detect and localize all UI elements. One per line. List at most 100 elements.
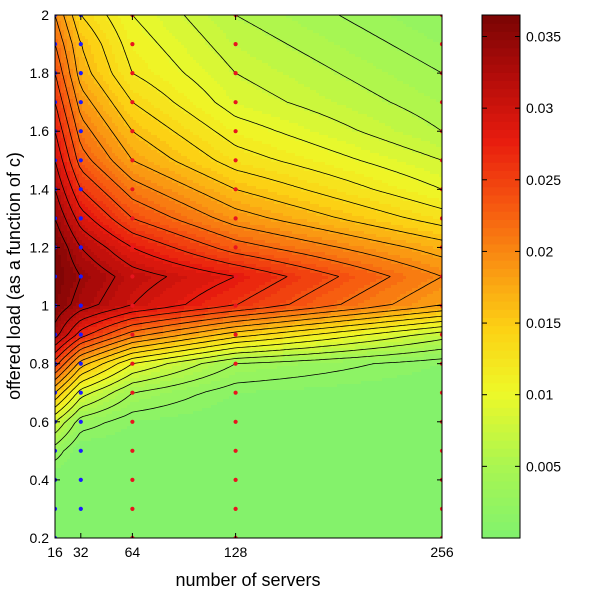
contour-cell: [340, 57, 343, 60]
contour-cell: [133, 27, 136, 30]
contour-cell: [433, 111, 436, 114]
contour-cell: [322, 36, 325, 39]
contour-cell: [283, 54, 286, 57]
contour-cell: [304, 93, 307, 96]
contour-cell: [328, 36, 331, 39]
contour-cell: [301, 114, 304, 117]
contour-cell: [127, 15, 130, 18]
contour-cell: [337, 48, 340, 51]
contour-cell: [310, 15, 313, 18]
contour-cell: [346, 117, 349, 120]
contour-cell: [340, 45, 343, 48]
contour-cell: [415, 84, 418, 87]
contour-cell: [346, 99, 349, 102]
contour-cell: [151, 45, 154, 48]
contour-cell: [274, 51, 277, 54]
contour-cell: [211, 36, 214, 39]
contour-cell: [232, 60, 235, 63]
contour-cell: [199, 78, 202, 81]
contour-cell: [262, 105, 265, 108]
contour-cell: [253, 72, 256, 75]
contour-cell: [370, 81, 373, 84]
contour-cell: [256, 48, 259, 51]
contour-cell: [373, 45, 376, 48]
contour-cell: [301, 75, 304, 78]
contour-cell: [322, 48, 325, 51]
contour-cell: [211, 33, 214, 36]
contour-cell: [295, 33, 298, 36]
contour-cell: [241, 69, 244, 72]
contour-cell: [343, 81, 346, 84]
contour-cell: [313, 42, 316, 45]
contour-cell: [106, 30, 109, 33]
contour-cell: [394, 78, 397, 81]
contour-cell: [229, 51, 232, 54]
contour-cell: [313, 105, 316, 108]
contour-cell: [154, 54, 157, 57]
contour-cell: [241, 111, 244, 114]
contour-cell: [280, 45, 283, 48]
contour-cell: [388, 111, 391, 114]
contour-cell: [373, 120, 376, 123]
contour-cell: [391, 66, 394, 69]
contour-cell: [430, 111, 433, 114]
contour-cell: [286, 57, 289, 60]
contour-cell: [190, 72, 193, 75]
contour-cell: [199, 54, 202, 57]
contour-cell: [121, 78, 124, 81]
contour-cell: [334, 87, 337, 90]
contour-fill-layer: [55, 15, 442, 540]
contour-cell: [85, 51, 88, 54]
contour-cell: [250, 93, 253, 96]
contour-cell: [61, 84, 64, 87]
contour-cell: [178, 114, 181, 117]
contour-cell: [103, 72, 106, 75]
contour-cell: [430, 69, 433, 72]
contour-cell: [379, 69, 382, 72]
contour-cell: [271, 99, 274, 102]
contour-cell: [106, 54, 109, 57]
contour-cell: [190, 60, 193, 63]
contour-cell: [316, 90, 319, 93]
contour-cell: [169, 18, 172, 21]
contour-cell: [382, 42, 385, 45]
contour-cell: [256, 99, 259, 102]
contour-cell: [139, 69, 142, 72]
contour-cell: [70, 54, 73, 57]
contour-cell: [172, 66, 175, 69]
contour-cell: [301, 54, 304, 57]
contour-cell: [376, 111, 379, 114]
contour-cell: [226, 30, 229, 33]
contour-cell: [400, 39, 403, 42]
contour-cell: [142, 123, 145, 126]
contour-cell: [301, 117, 304, 120]
contour-cell: [421, 81, 424, 84]
contour-cell: [217, 42, 220, 45]
contour-cell: [337, 117, 340, 120]
contour-cell: [376, 66, 379, 69]
contour-cell: [304, 78, 307, 81]
contour-cell: [280, 81, 283, 84]
contour-cell: [319, 51, 322, 54]
contour-cell: [232, 126, 235, 129]
contour-cell: [184, 33, 187, 36]
contour-cell: [163, 96, 166, 99]
contour-cell: [337, 99, 340, 102]
contour-cell: [151, 21, 154, 24]
contour-cell: [67, 21, 70, 24]
contour-cell: [178, 75, 181, 78]
contour-cell: [403, 81, 406, 84]
contour-cell: [250, 96, 253, 99]
contour-cell: [337, 81, 340, 84]
contour-cell: [328, 78, 331, 81]
contour-cell: [271, 24, 274, 27]
contour-cell: [415, 48, 418, 51]
contour-cell: [115, 90, 118, 93]
contour-cell: [190, 108, 193, 111]
contour-cell: [391, 78, 394, 81]
contour-cell: [76, 18, 79, 21]
contour-cell: [250, 63, 253, 66]
contour-cell: [331, 114, 334, 117]
contour-cell: [292, 120, 295, 123]
contour-cell: [58, 51, 61, 54]
